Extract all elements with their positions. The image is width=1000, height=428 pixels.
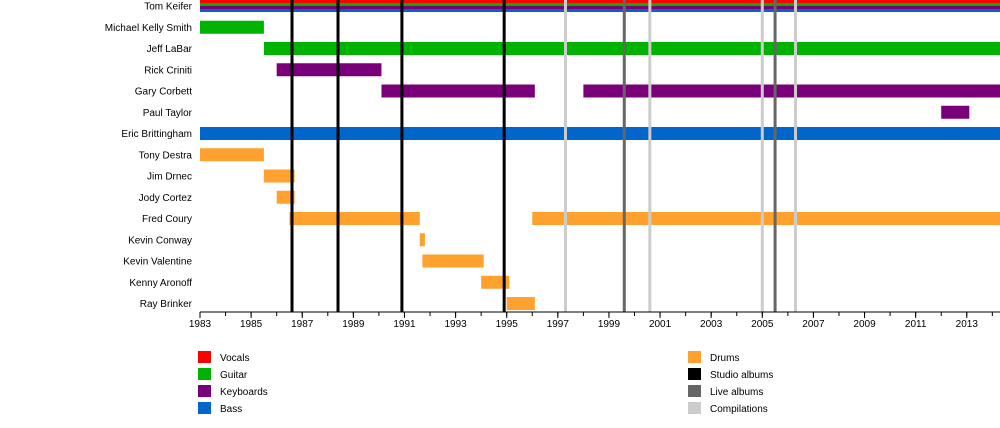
legend-label: Live albums — [710, 387, 763, 398]
member-label: Eric Brittingham — [121, 129, 192, 140]
legend-label: Keyboards — [220, 387, 268, 398]
legend-label: Vocals — [220, 353, 249, 364]
role-bar — [506, 297, 535, 310]
x-tick-label: 2003 — [700, 319, 723, 330]
role-bar — [289, 212, 420, 225]
x-tick-label: 1993 — [444, 319, 467, 330]
role-bar — [263, 42, 1000, 55]
member-label: Kevin Valentine — [123, 257, 192, 268]
legend-swatch — [688, 385, 701, 397]
role-bar — [200, 3, 1000, 6]
role-bar — [200, 6, 1000, 9]
x-tick-label: 1997 — [547, 319, 570, 330]
member-label: Fred Coury — [142, 214, 192, 225]
role-bar — [200, 148, 264, 162]
legend-swatch — [688, 368, 701, 380]
legend-label: Studio albums — [710, 370, 773, 381]
x-tick-label: 1991 — [393, 319, 416, 330]
member-label: Kevin Conway — [128, 235, 192, 246]
legend-label: Drums — [710, 353, 739, 364]
legend-swatch — [198, 351, 211, 363]
x-tick-label: 2013 — [956, 319, 979, 330]
member-label: Rick Criniti — [144, 65, 192, 76]
role-bar — [941, 105, 970, 119]
legend-swatch — [198, 368, 211, 380]
role-bar — [200, 127, 1000, 140]
legend-swatch — [198, 402, 211, 414]
member-label: Kenny Aronoff — [129, 278, 192, 289]
role-bar — [381, 84, 535, 98]
x-tick-label: 1999 — [598, 319, 621, 330]
legend-swatch — [688, 351, 701, 363]
x-tick-label: 2007 — [802, 319, 825, 330]
role-bar — [532, 212, 1000, 225]
role-bar — [263, 169, 295, 183]
member-label: Michael Kelly Smith — [105, 23, 192, 34]
member-label: Jim Drnec — [147, 172, 192, 183]
role-bar — [200, 9, 1000, 12]
role-bar — [481, 275, 510, 289]
x-tick-label: 2009 — [853, 319, 876, 330]
legend-swatch — [198, 385, 211, 397]
x-tick-label: 1995 — [496, 319, 519, 330]
role-bar — [583, 84, 1000, 98]
member-label: Jody Cortez — [139, 193, 192, 204]
role-bar — [200, 20, 264, 34]
member-label: Tony Destra — [139, 150, 193, 161]
x-tick-label: 1985 — [240, 319, 263, 330]
role-bar — [200, 0, 1000, 3]
x-tick-label: 1989 — [342, 319, 365, 330]
member-label: Paul Taylor — [143, 108, 193, 119]
x-tick-label: 2011 — [905, 319, 927, 330]
role-bar — [419, 233, 425, 247]
role-bar — [276, 63, 382, 77]
role-bar — [422, 254, 484, 268]
x-tick-label: 1987 — [291, 319, 314, 330]
legend-label: Guitar — [220, 370, 248, 381]
member-label: Ray Brinker — [140, 299, 193, 310]
member-label: Jeff LaBar — [147, 44, 193, 55]
x-tick-label: 2005 — [751, 319, 774, 330]
legend-swatch — [688, 402, 701, 414]
legend-label: Bass — [220, 404, 242, 415]
x-tick-label: 1983 — [189, 319, 212, 330]
member-label: Gary Corbett — [135, 87, 192, 98]
legend-label: Compilations — [710, 404, 768, 415]
member-label: Tom Keifer — [144, 2, 192, 13]
role-bar — [276, 190, 295, 204]
x-tick-label: 2001 — [649, 319, 672, 330]
